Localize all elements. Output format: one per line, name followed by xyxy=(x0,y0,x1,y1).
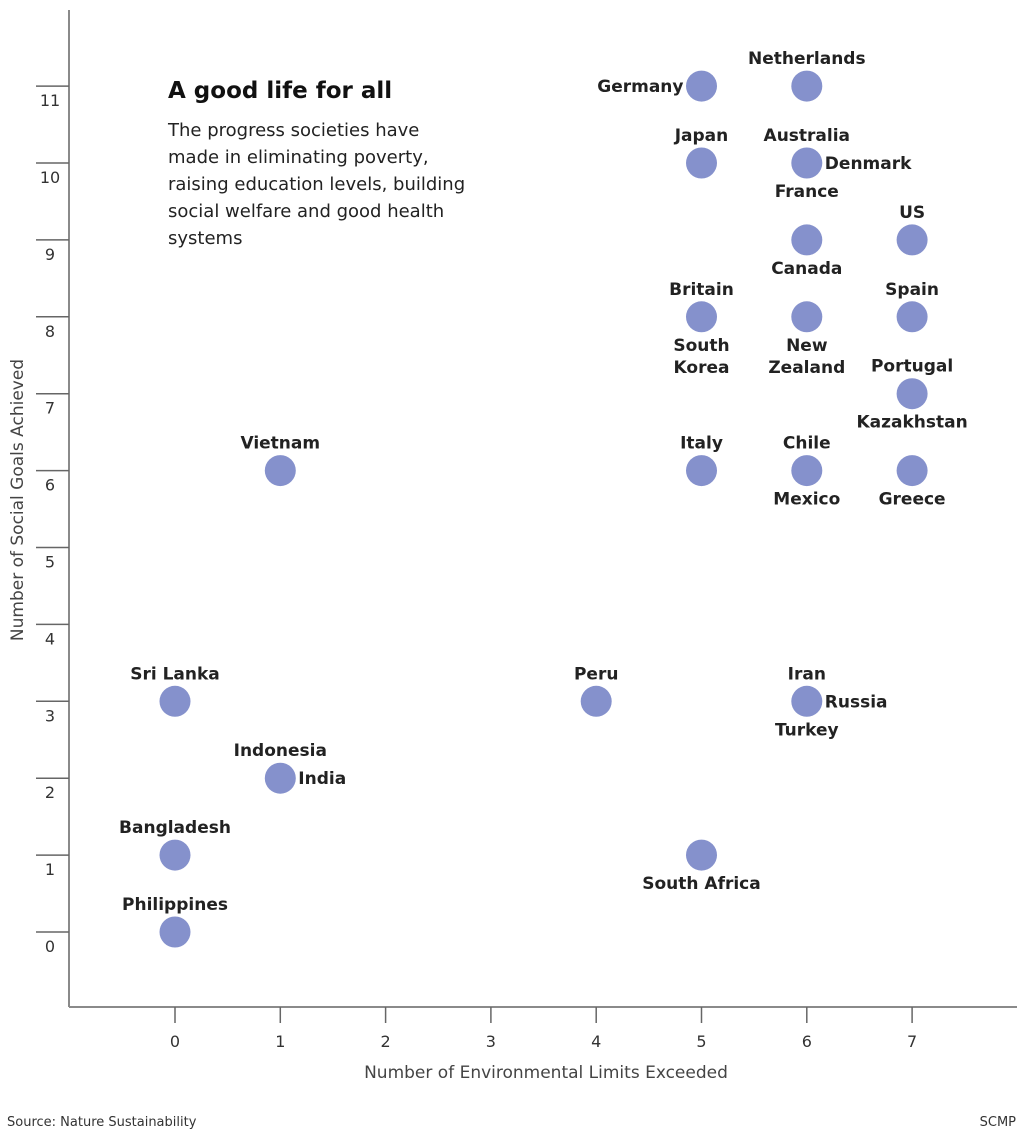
y-tick-label: 6 xyxy=(45,476,55,495)
data-point xyxy=(791,455,823,487)
data-point xyxy=(791,301,823,333)
point-label: Chile xyxy=(783,434,831,454)
y-tick-label: 11 xyxy=(40,91,60,110)
point-label: Canada xyxy=(771,259,842,279)
point-label: Britain xyxy=(669,280,734,300)
data-point xyxy=(686,301,717,333)
data-point xyxy=(159,839,191,871)
data-point xyxy=(791,147,823,179)
point-label: Spain xyxy=(885,280,939,300)
point-label: Iran xyxy=(788,664,826,684)
data-point xyxy=(686,455,717,487)
point-label: Italy xyxy=(680,434,723,454)
x-tick-label: 6 xyxy=(802,1032,812,1051)
data-point xyxy=(896,455,928,487)
point-label: Turkey xyxy=(775,720,839,740)
point-label: Bangladesh xyxy=(119,818,231,838)
data-point xyxy=(896,378,928,410)
data-point xyxy=(896,224,928,256)
y-axis-title: Number of Social Goals Achieved xyxy=(8,359,28,641)
x-tick-label: 0 xyxy=(170,1032,180,1051)
point-label: India xyxy=(298,769,346,789)
data-point xyxy=(159,685,191,717)
data-point xyxy=(264,455,296,487)
point-label: US xyxy=(899,203,925,223)
point-label: Kazakhstan xyxy=(856,413,967,433)
point-label: Vietnam xyxy=(240,434,320,454)
data-point xyxy=(896,301,928,333)
data-point xyxy=(159,916,191,948)
point-label: Japan xyxy=(674,126,729,146)
point-label: South Africa xyxy=(642,874,761,894)
y-tick-label: 7 xyxy=(45,399,55,418)
point-label: Peru xyxy=(574,664,618,684)
point-label: New Zealand xyxy=(768,336,845,378)
data-point xyxy=(686,70,717,102)
data-point xyxy=(791,224,823,256)
x-axis-title: Number of Environmental Limits Exceeded xyxy=(364,1063,728,1083)
data-point xyxy=(686,839,717,871)
x-tick-label: 5 xyxy=(696,1032,706,1051)
point-label: Philippines xyxy=(122,895,228,915)
point-label: Indonesia xyxy=(234,741,327,761)
data-point xyxy=(580,685,612,717)
y-tick-label: 2 xyxy=(45,783,55,802)
source-note: Source: Nature Sustainability xyxy=(7,1115,197,1130)
point-label: Greece xyxy=(879,490,946,510)
y-tick-label: 8 xyxy=(45,322,55,341)
chart-subtitle: The progress societies have made in elim… xyxy=(168,120,466,249)
chart-title: A good life for all xyxy=(168,78,393,104)
y-tick-label: 10 xyxy=(40,168,60,187)
point-label: Netherlands xyxy=(748,49,866,69)
data-point xyxy=(686,147,717,179)
point-label: Australia xyxy=(764,126,851,146)
x-tick-label: 4 xyxy=(591,1032,601,1051)
data-point xyxy=(791,70,823,102)
point-label: Russia xyxy=(825,692,888,712)
point-label: France xyxy=(775,182,839,202)
data-point xyxy=(791,685,823,717)
x-tick-label: 7 xyxy=(907,1032,917,1051)
x-tick-label: 3 xyxy=(486,1032,496,1051)
data-point xyxy=(264,762,296,794)
y-tick-label: 4 xyxy=(45,629,55,648)
y-tick-label: 3 xyxy=(45,706,55,725)
y-tick-label: 5 xyxy=(45,553,55,572)
point-label: Sri Lanka xyxy=(130,664,220,684)
y-tick-label: 1 xyxy=(45,860,55,879)
point-label: South Korea xyxy=(673,336,729,378)
x-tick-label: 2 xyxy=(381,1032,391,1051)
point-label: Denmark xyxy=(825,154,912,174)
y-tick-label: 9 xyxy=(45,245,55,264)
credit: SCMP xyxy=(979,1115,1016,1130)
point-label: Germany xyxy=(597,77,683,97)
y-tick-label: 0 xyxy=(45,937,55,956)
point-label: Mexico xyxy=(773,490,840,510)
x-tick-label: 1 xyxy=(275,1032,285,1051)
point-label: Portugal xyxy=(871,357,953,377)
